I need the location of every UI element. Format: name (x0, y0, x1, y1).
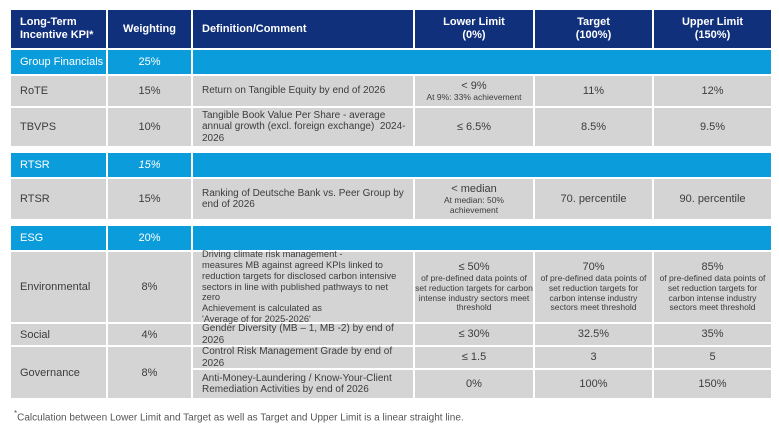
target-cell: 100% (535, 370, 652, 398)
kpi-cell: TBVPS (11, 108, 106, 146)
lower-limit-cell: < 9% At 9%: 33% achievement (415, 76, 533, 106)
band-spacer (193, 50, 771, 74)
footnote: *Calculation between Lower Limit and Tar… (14, 409, 464, 423)
definition-cell: Tangible Book Value Per Share - average … (193, 108, 413, 146)
lower-limit-cell: 0% (415, 370, 533, 398)
lower-limit-value: ≤ 30% (458, 328, 490, 340)
upper-limit-note: of pre-defined data points of set reduct… (659, 273, 766, 313)
weighting-cell: 15% (108, 179, 191, 219)
footnote-text: Calculation between Lower Limit and Targ… (17, 412, 464, 424)
lower-limit-cell: ≤ 1.5 (415, 347, 533, 368)
lower-limit-note: of pre-defined data points of set reduct… (415, 273, 533, 313)
band-weighting-rtsr: 15% (108, 153, 191, 177)
kpi-cell: Governance (11, 347, 106, 398)
definition-cell: Control Risk Management Grade by end of … (193, 346, 413, 369)
target-value: 70. percentile (560, 192, 627, 205)
header-kpi: Long-Term Incentive KPI* (11, 10, 106, 48)
definition-cell: Anti-Money-Laundering / Know-Your-Client… (193, 370, 413, 398)
upper-limit-value: 35% (701, 328, 724, 340)
table-row-rote: RoTE 15% Return on Tangible Equity by en… (11, 76, 771, 106)
band-label-group-financials: Group Financials (11, 50, 106, 74)
target-cell: 32.5% (535, 324, 652, 345)
target-value: 11% (582, 84, 605, 97)
header-weighting: Weighting (108, 10, 191, 48)
weighting-cell: 10% (108, 108, 191, 146)
kpi-cell: RTSR (11, 179, 106, 219)
subrow-control-risk: Control Risk Management Grade by end of … (193, 346, 771, 369)
section-band-esg: ESG 20% (11, 226, 771, 250)
lower-limit-value: ≤ 1.5 (461, 351, 487, 363)
band-weighting-group-financials: 25% (108, 50, 191, 74)
target-cell: 11% (535, 76, 652, 106)
target-cell: 70. percentile (535, 179, 652, 219)
definition-cell: Gender Diversity (MB – 1, MB -2) by end … (193, 323, 413, 346)
lower-limit-value: ≤ 6.5% (456, 120, 492, 133)
target-value: 100% (579, 377, 608, 390)
section-band-rtsr: RTSR 15% (11, 153, 771, 177)
target-note: of pre-defined data points of set reduct… (540, 273, 647, 313)
target-value: 3 (590, 351, 597, 363)
table-row-governance: Governance 8% Control Risk Management Gr… (11, 346, 771, 398)
kpi-cell: Social (11, 324, 106, 345)
lower-limit-value: < median (451, 182, 497, 195)
kpi-cell: RoTE (11, 76, 106, 106)
upper-limit-cell: 35% (654, 324, 771, 345)
lower-limit-cell: < median At median: 50% achievement (415, 179, 533, 219)
band-label-esg: ESG (11, 226, 106, 250)
band-label-rtsr: RTSR (11, 153, 106, 177)
upper-limit-cell: 90. percentile (654, 179, 771, 219)
band-spacer (193, 153, 771, 177)
lti-kpi-table: Long-Term Incentive KPI* Weighting Defin… (11, 10, 771, 398)
upper-limit-cell: 150% (654, 370, 771, 398)
lower-limit-cell: ≤ 30% (415, 324, 533, 345)
upper-limit-cell: 9.5% (654, 108, 771, 146)
lower-limit-cell: ≤ 50% of pre-defined data points of set … (415, 252, 533, 322)
upper-limit-value: 5 (709, 351, 716, 363)
upper-limit-cell: 5 (654, 347, 771, 368)
footnote-asterisk: * (14, 409, 18, 418)
upper-limit-cell: 12% (654, 76, 771, 106)
definition-cell: Driving climate risk management - measur… (193, 249, 413, 324)
header-target: Target (100%) (535, 10, 652, 48)
lower-limit-note: At median: 50% achievement (443, 194, 504, 215)
governance-subrows: Control Risk Management Grade by end of … (193, 346, 771, 398)
upper-limit-value: 85% (701, 261, 724, 274)
table-row-rtsr: RTSR 15% Ranking of Deutsche Bank vs. Pe… (11, 179, 771, 219)
target-cell: 8.5% (535, 108, 652, 146)
band-spacer (193, 226, 771, 250)
target-value: 70% (582, 261, 605, 274)
weighting-cell: 15% (108, 76, 191, 106)
target-value: 32.5% (577, 328, 610, 340)
weighting-cell: 8% (108, 347, 191, 398)
weighting-cell: 4% (108, 324, 191, 345)
section-band-group-financials: Group Financials 25% (11, 50, 771, 74)
header-definition: Definition/Comment (193, 10, 413, 48)
band-weighting-esg: 20% (108, 226, 191, 250)
subrow-aml-kyc: Anti-Money-Laundering / Know-Your-Client… (193, 370, 771, 398)
definition-cell: Ranking of Deutsche Bank vs. Peer Group … (193, 179, 413, 219)
lower-limit-cell: ≤ 6.5% (415, 108, 533, 146)
upper-limit-value: 9.5% (699, 120, 726, 133)
target-value: 8.5% (580, 120, 607, 133)
lower-limit-value: ≤ 50% (458, 261, 490, 274)
weighting-cell: 8% (108, 252, 191, 322)
target-cell: 3 (535, 347, 652, 368)
lower-limit-value: 0% (466, 377, 482, 390)
kpi-cell: Environmental (11, 252, 106, 322)
target-cell: 70% of pre-defined data points of set re… (535, 252, 652, 322)
upper-limit-value: 90. percentile (679, 192, 746, 205)
lower-limit-note: At 9%: 33% achievement (426, 91, 522, 102)
table-row-environmental: Environmental 8% Driving climate risk ma… (11, 249, 771, 324)
upper-limit-value: 150% (698, 377, 727, 390)
header-upper-limit: Upper Limit (150%) (654, 10, 771, 48)
table-row-social: Social 4% Gender Diversity (MB – 1, MB -… (11, 323, 771, 346)
definition-cell: Return on Tangible Equity by end of 2026 (193, 76, 413, 106)
table-header-row: Long-Term Incentive KPI* Weighting Defin… (11, 10, 771, 48)
header-lower-limit: Lower Limit (0%) (415, 10, 533, 48)
upper-limit-value: 12% (701, 84, 724, 97)
lower-limit-value: < 9% (461, 79, 487, 92)
table-row-tbvps: TBVPS 10% Tangible Book Value Per Share … (11, 108, 771, 146)
upper-limit-cell: 85% of pre-defined data points of set re… (654, 252, 771, 322)
